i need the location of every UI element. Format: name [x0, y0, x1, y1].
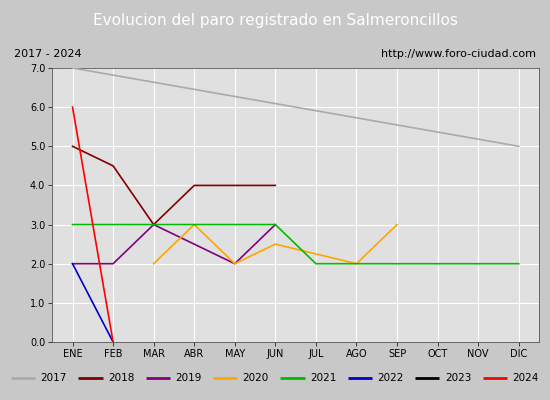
- Text: 2020: 2020: [243, 373, 269, 383]
- Text: 2021: 2021: [310, 373, 337, 383]
- Text: 2022: 2022: [377, 373, 404, 383]
- Text: 2018: 2018: [108, 373, 134, 383]
- Text: 2023: 2023: [445, 373, 471, 383]
- Text: 2024: 2024: [512, 373, 538, 383]
- Text: http://www.foro-ciudad.com: http://www.foro-ciudad.com: [381, 49, 536, 59]
- Text: Evolucion del paro registrado en Salmeroncillos: Evolucion del paro registrado en Salmero…: [92, 14, 458, 28]
- Text: 2017 - 2024: 2017 - 2024: [14, 49, 81, 59]
- Text: 2019: 2019: [175, 373, 202, 383]
- Text: 2017: 2017: [41, 373, 67, 383]
